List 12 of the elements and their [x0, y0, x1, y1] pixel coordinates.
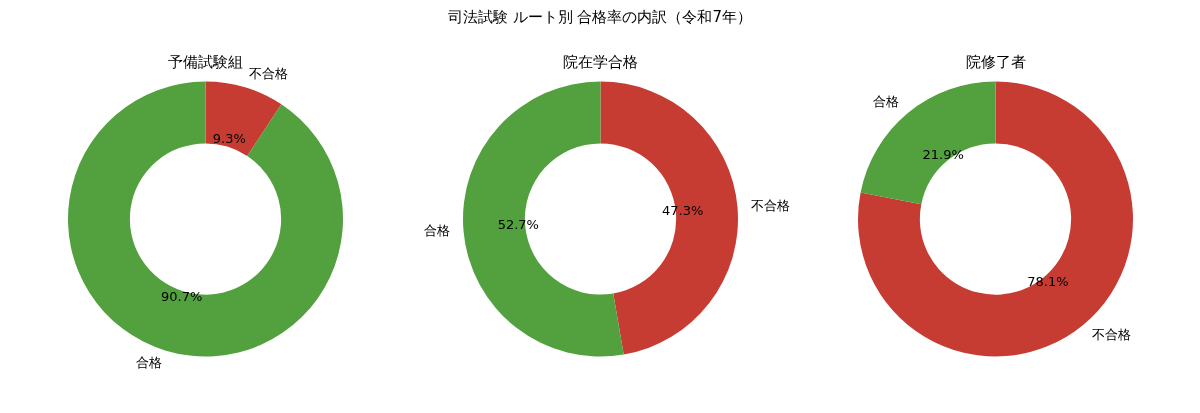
- slice-label: 不合格: [249, 65, 289, 81]
- text: 司法試験 ルート別 合格率の内訳（令和7年）: [446, 8, 754, 28]
- data-label: 9.3%: [212, 131, 246, 147]
- slice-label: 合格: [135, 355, 162, 371]
- chart-title: 予備試験組: [168, 52, 243, 71]
- slice-label: 不合格: [1091, 327, 1131, 343]
- chart-title: 院修了者: [965, 52, 1026, 71]
- data-label: 90.7%: [161, 289, 203, 305]
- slice-label: 不合格: [751, 197, 791, 213]
- slice-label: 合格: [873, 93, 900, 109]
- slice-label: 合格: [423, 223, 450, 239]
- chart-title: 院在学合格: [563, 52, 638, 71]
